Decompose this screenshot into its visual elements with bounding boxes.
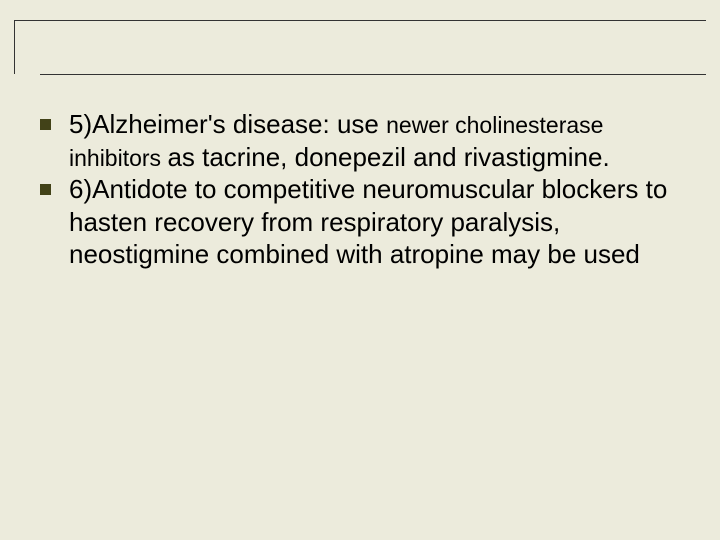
slide-content: 5)Alzheimer's disease: use newer choline… xyxy=(40,108,684,271)
frame-inner-line xyxy=(40,74,706,75)
list-item: 6)Antidote to competitive neuromuscular … xyxy=(40,173,684,271)
square-bullet-icon xyxy=(40,184,51,195)
list-item-text: 5)Alzheimer's disease: use newer choline… xyxy=(69,108,684,173)
text-segment: as tacrine, donepezil and rivastigmine. xyxy=(167,142,609,172)
square-bullet-icon xyxy=(40,119,51,130)
text-segment: 6)Antidote to competitive neuromuscular … xyxy=(69,174,667,269)
frame-top-line xyxy=(14,20,706,21)
list-item-text: 6)Antidote to competitive neuromuscular … xyxy=(69,173,684,271)
frame-left-line xyxy=(14,20,15,74)
text-segment: 5)Alzheimer's disease: use xyxy=(69,109,386,139)
list-item: 5)Alzheimer's disease: use newer choline… xyxy=(40,108,684,173)
